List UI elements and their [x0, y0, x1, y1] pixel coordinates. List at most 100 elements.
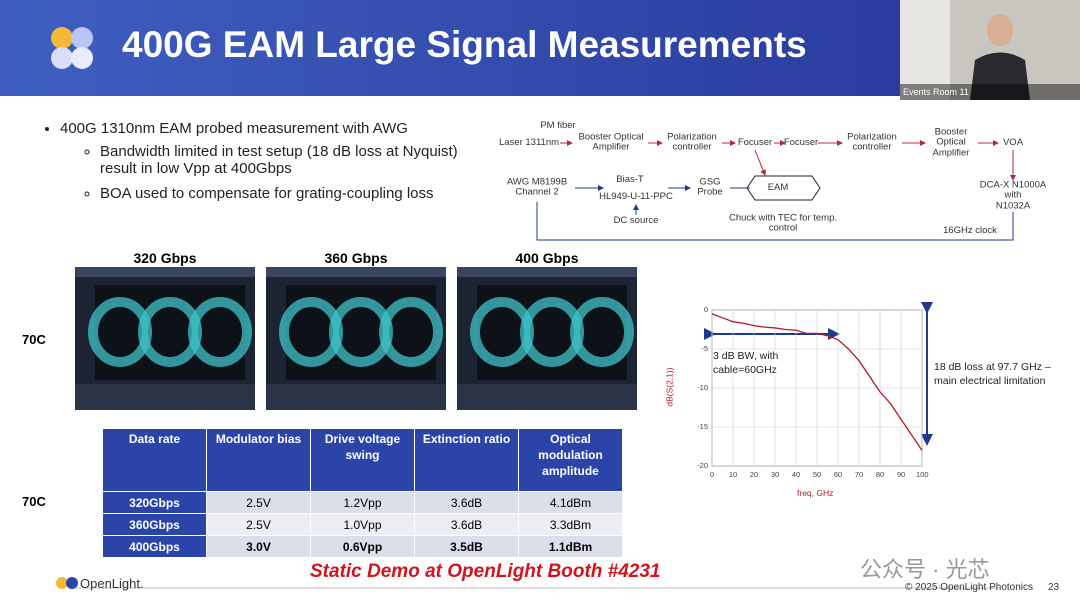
diagram-node: DCA-X N1000A with N1032A: [979, 179, 1047, 212]
diagram-node: Polarization controller: [847, 131, 897, 153]
sub-bullet: BOA used to compensate for grating-coupl…: [100, 185, 490, 202]
slide-title: 400G EAM Large Signal Measurements: [122, 24, 807, 65]
y-tick-label: -20: [697, 461, 708, 470]
y-tick-label: -5: [701, 344, 708, 353]
annotation: 3 dB BW, with cable=60GHz: [713, 350, 779, 378]
x-tick-label: 10: [728, 470, 738, 479]
table-cell: 3.6dB: [414, 491, 519, 514]
eye-toolbar: [266, 267, 446, 277]
s21-curve: [711, 313, 923, 451]
y-tick-label: -15: [697, 422, 708, 431]
eye-toolbar: [75, 267, 255, 277]
speaker-body: [970, 52, 1030, 100]
sub-bullet: Bandwidth limited in test setup (18 dB l…: [100, 143, 490, 177]
x-tick-label: 40: [791, 470, 801, 479]
watermark: 公众号 · 光芯: [860, 557, 990, 582]
diagram-node: Booster Optical Amplifier: [932, 126, 970, 159]
video-caption-bg: [900, 84, 1080, 100]
table-cell: 400Gbps: [102, 535, 207, 558]
diagram-node: Focuser: [783, 136, 819, 148]
diagram-node: VOA: [1002, 136, 1024, 148]
x-axis-label: freq, GHz: [797, 488, 834, 498]
diagram-node: PM fiber: [540, 119, 576, 131]
table-header: Data rate Modulator bias Drive voltage swi…: [102, 428, 623, 492]
eye-status: [266, 384, 446, 410]
copyright: © 2025 OpenLight Photonics: [905, 582, 1034, 593]
header-cell: Modulator bias: [206, 428, 311, 492]
page-number: 23: [1048, 582, 1060, 593]
x-tick-label: 80: [875, 470, 885, 479]
table-cell: 360Gbps: [102, 513, 207, 536]
table-cell: 2.5V: [206, 491, 311, 514]
diagram-node: HL949-U-11-PPC: [599, 190, 673, 202]
eye-trace: [379, 297, 443, 367]
diagram-node: EAM: [767, 181, 789, 193]
diagram-node: 16GHz clock: [943, 224, 997, 236]
table-row: 320Gbps 2.5V 1.2Vpp 3.6dB 4.1dBm: [102, 491, 623, 514]
table-cell: 1.1dBm: [518, 535, 623, 558]
table-cell: 0.6Vpp: [310, 535, 415, 558]
diagram-node: Polarization controller: [667, 131, 717, 153]
table-cell: 3.3dBm: [518, 513, 623, 536]
table-cell: 3.6dB: [414, 513, 519, 536]
diagram-node: Bias-T: [616, 173, 644, 185]
y-tick-label: 0: [703, 305, 708, 314]
eye-status: [457, 384, 637, 410]
diagram-node: Chuck with TEC for temp. control: [728, 212, 838, 234]
header-cell: Extinction ratio: [414, 428, 519, 492]
diagram-node: AWG M8199B Channel 2: [506, 176, 568, 198]
eye-rate-label: 360 Gbps: [324, 250, 388, 266]
eye-toolbar: [457, 267, 637, 277]
x-tick-label: 100: [916, 470, 929, 479]
speaker-head: [987, 14, 1013, 46]
header-cell: Data rate: [102, 428, 207, 492]
row-label: 70C: [22, 494, 46, 509]
bullet-text: 400G 1310nm EAM probed measurement with …: [60, 120, 408, 137]
header-cell: Drive voltage swing: [310, 428, 415, 492]
x-tick-label: 90: [896, 470, 906, 479]
row-label: 70C: [22, 332, 46, 347]
diagram-node: DC source: [613, 214, 659, 226]
diagram-node: Laser 1311nm: [498, 136, 560, 148]
eye-rate-label: 400 Gbps: [515, 250, 579, 266]
logo: [51, 27, 93, 589]
table-row: 360Gbps 2.5V 1.0Vpp 3.6dB 3.3dBm: [102, 513, 623, 536]
demo-callout: Static Demo at OpenLight Booth #4231: [310, 561, 661, 582]
table-cell: 2.5V: [206, 513, 311, 536]
table-cell: 1.0Vpp: [310, 513, 415, 536]
eye-status: [75, 384, 255, 410]
table-cell: 4.1dBm: [518, 491, 623, 514]
diagram-node: Booster Optical Amplifier: [578, 131, 644, 153]
table-cell: 3.5dB: [414, 535, 519, 558]
diagram-node: Focuser: [737, 136, 773, 148]
table-cell: 3.0V: [206, 535, 311, 558]
x-tick-label: 20: [749, 470, 759, 479]
x-tick-label: 70: [854, 470, 864, 479]
setup-wires: [536, 175, 1014, 241]
video-wall: [900, 0, 950, 100]
table-row: 400Gbps 3.0V 0.6Vpp 3.5dB 1.1dBm: [102, 535, 623, 558]
table-cell: 320Gbps: [102, 491, 207, 514]
table-cell: 1.2Vpp: [310, 491, 415, 514]
y-axis-label: dB(S(2,1)): [664, 367, 675, 407]
x-tick-label: 30: [770, 470, 780, 479]
annotation: 18 dB loss at 97.7 GHz – main electrical…: [934, 361, 1051, 387]
y-tick-label: -10: [697, 383, 708, 392]
bullet: 400G 1310nm EAM probed measurement with …: [60, 120, 530, 202]
header-cell: Optical modulation amplitude: [518, 428, 623, 492]
footer-logo: OpenLight.: [80, 576, 144, 591]
eye-trace: [570, 297, 634, 367]
diagram-node: GSG Probe: [697, 176, 723, 198]
setup-arrows: [560, 140, 1016, 181]
header-bar: [0, 0, 900, 96]
results-table: Data rate Modulator bias Drive voltage swi…: [102, 428, 623, 558]
bullets: 400G 1310nm EAM probed measurement with …: [30, 120, 530, 210]
eye-trace: [188, 297, 252, 367]
eye-rate-label: 320 Gbps: [133, 250, 197, 266]
x-tick-label: 50: [812, 470, 822, 479]
video-caption: Events Room 11: [903, 87, 969, 97]
x-tick-label: 60: [833, 470, 843, 479]
x-tick-label: 0: [709, 470, 715, 479]
